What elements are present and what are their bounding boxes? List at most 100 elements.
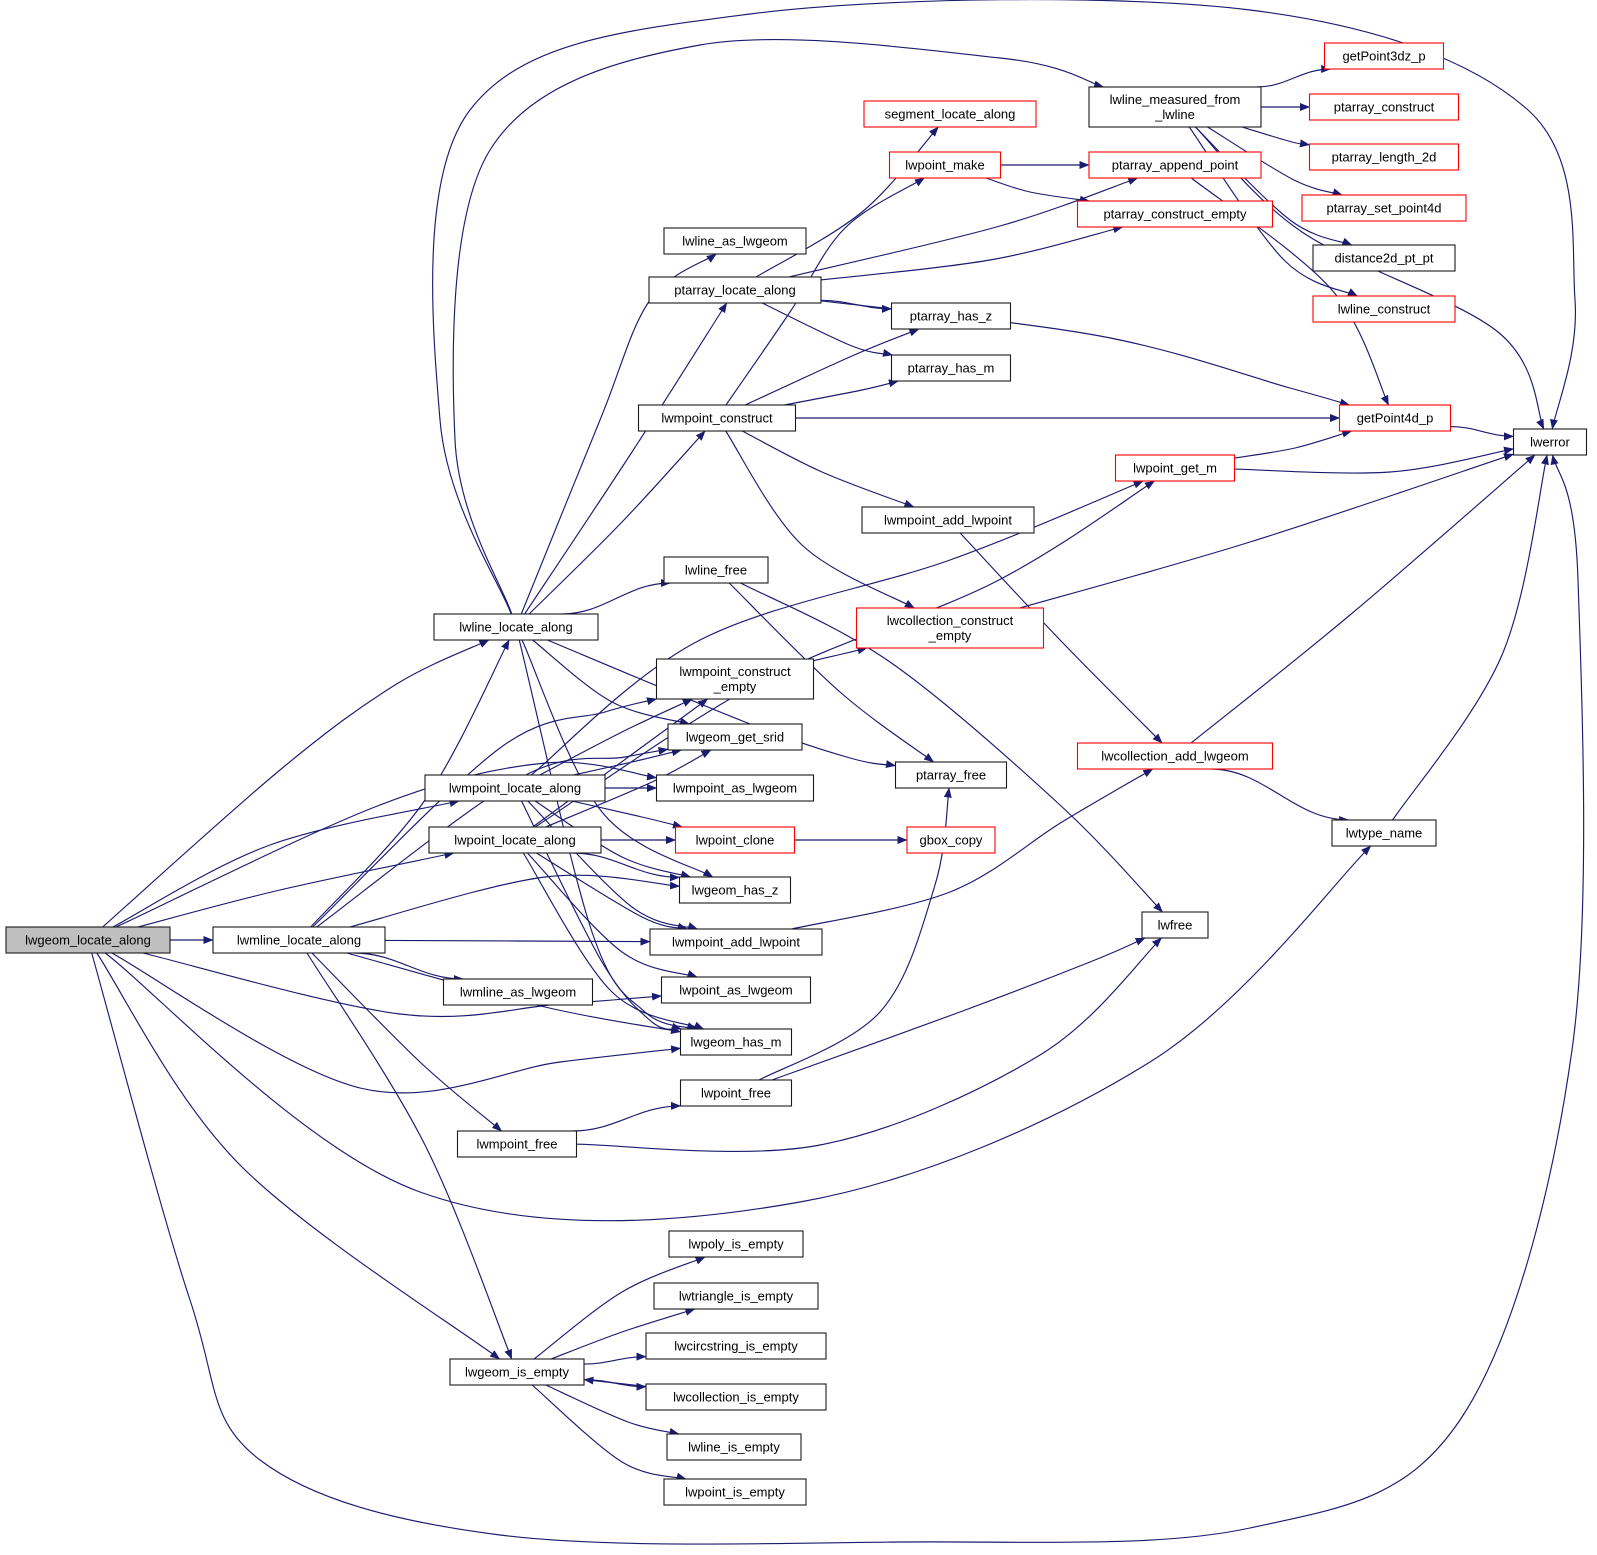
node-lwline_as_lwgeom[interactable]: lwline_as_lwgeom bbox=[663, 227, 807, 255]
node-box-lwline_free[interactable] bbox=[663, 556, 769, 584]
node-lwgeom_locate_along[interactable]: lwgeom_locate_along bbox=[5, 926, 171, 954]
node-box-lwmpoint_add_lwpoint[interactable] bbox=[861, 506, 1035, 534]
node-getPoint4d_p[interactable]: getPoint4d_p bbox=[1338, 404, 1452, 432]
node-box-gbox_copy[interactable] bbox=[906, 826, 996, 854]
node-box-lwmpoint_as_lwgeom[interactable] bbox=[655, 774, 815, 802]
node-getPoint3dz_p[interactable]: getPoint3dz_p bbox=[1323, 42, 1445, 70]
node-ptarray_locate_along[interactable]: ptarray_locate_along bbox=[648, 276, 822, 304]
node-lwmpoint_as_lwgeom[interactable]: lwmpoint_as_lwgeom bbox=[655, 774, 815, 802]
node-lwgeom_is_empty[interactable]: lwgeom_is_empty bbox=[449, 1358, 585, 1386]
node-box-lwcircstring_is_empty[interactable] bbox=[645, 1332, 827, 1360]
node-box-lwline_as_lwgeom[interactable] bbox=[663, 227, 807, 255]
node-segment_locate_along[interactable]: segment_locate_along bbox=[863, 100, 1037, 128]
node-box-lwpoly_is_empty[interactable] bbox=[668, 1230, 804, 1258]
node-box-lwerror[interactable] bbox=[1512, 428, 1588, 456]
node-lwpoint_locate_along[interactable]: lwpoint_locate_along bbox=[428, 826, 602, 854]
node-lwpoly_is_empty[interactable]: lwpoly_is_empty bbox=[668, 1230, 804, 1258]
node-box-lwpoint_free[interactable] bbox=[679, 1079, 793, 1107]
node-box-lwpoint_make[interactable] bbox=[888, 151, 1002, 179]
node-box-segment_locate_along[interactable] bbox=[863, 100, 1037, 128]
node-box-ptarray_locate_along[interactable] bbox=[648, 276, 822, 304]
node-lwcollection_add_lwgeom[interactable]: lwcollection_add_lwgeom bbox=[1076, 742, 1274, 770]
node-lwpoint_is_empty[interactable]: lwpoint_is_empty bbox=[663, 1478, 807, 1506]
node-box-lwmpoint_construct_empty[interactable] bbox=[655, 658, 815, 700]
node-ptarray_has_z[interactable]: ptarray_has_z bbox=[890, 302, 1012, 330]
node-box-lwpoint_is_empty[interactable] bbox=[663, 1478, 807, 1506]
node-ptarray_has_m[interactable]: ptarray_has_m bbox=[890, 354, 1012, 382]
node-ptarray_append_point[interactable]: ptarray_append_point bbox=[1088, 151, 1262, 179]
node-lwmpoint_locate_along[interactable]: lwmpoint_locate_along bbox=[424, 774, 606, 802]
node-box-ptarray_construct[interactable] bbox=[1308, 93, 1460, 121]
node-box-lwmpoint_free[interactable] bbox=[456, 1130, 578, 1158]
node-box-ptarray_set_point4d[interactable] bbox=[1301, 194, 1467, 222]
node-lwgeom_has_z[interactable]: lwgeom_has_z bbox=[678, 876, 792, 904]
node-gbox_copy[interactable]: gbox_copy bbox=[906, 826, 996, 854]
node-lwmpoint_construct[interactable]: lwmpoint_construct bbox=[637, 404, 797, 432]
node-lwline_construct[interactable]: lwline_construct bbox=[1312, 295, 1456, 323]
node-lwpoint_make[interactable]: lwpoint_make bbox=[888, 151, 1002, 179]
node-lwpoint_free[interactable]: lwpoint_free bbox=[679, 1079, 793, 1107]
node-ptarray_length_2d[interactable]: ptarray_length_2d bbox=[1308, 143, 1460, 171]
node-ptarray_free[interactable]: ptarray_free bbox=[894, 761, 1008, 789]
node-lwgeom_get_srid[interactable]: lwgeom_get_srid bbox=[667, 723, 803, 751]
node-lwerror[interactable]: lwerror bbox=[1512, 428, 1588, 456]
node-lwmpoint_add_lwpoint_2[interactable]: lwmpoint_add_lwpoint bbox=[649, 928, 823, 956]
node-box-lwmline_locate_along[interactable] bbox=[212, 926, 386, 954]
node-lwpoint_clone[interactable]: lwpoint_clone bbox=[674, 826, 796, 854]
node-box-lwgeom_has_z[interactable] bbox=[678, 876, 792, 904]
node-box-lwgeom_is_empty[interactable] bbox=[449, 1358, 585, 1386]
node-lwline_locate_along[interactable]: lwline_locate_along bbox=[433, 613, 599, 641]
node-box-lwline_locate_along[interactable] bbox=[433, 613, 599, 641]
node-lwgeom_has_m[interactable]: lwgeom_has_m bbox=[679, 1028, 793, 1056]
node-box-getPoint3dz_p[interactable] bbox=[1323, 42, 1445, 70]
node-lwtype_name[interactable]: lwtype_name bbox=[1331, 819, 1437, 847]
node-box-getPoint4d_p[interactable] bbox=[1338, 404, 1452, 432]
node-box-lwtype_name[interactable] bbox=[1331, 819, 1437, 847]
node-ptarray_set_point4d[interactable]: ptarray_set_point4d bbox=[1301, 194, 1467, 222]
node-lwcircstring_is_empty[interactable]: lwcircstring_is_empty bbox=[645, 1332, 827, 1360]
node-box-ptarray_append_point[interactable] bbox=[1088, 151, 1262, 179]
node-box-ptarray_has_m[interactable] bbox=[890, 354, 1012, 382]
node-lwcollection_is_empty[interactable]: lwcollection_is_empty bbox=[645, 1383, 827, 1411]
node-lwline_is_empty[interactable]: lwline_is_empty bbox=[666, 1433, 802, 1461]
node-lwpoint_get_m[interactable]: lwpoint_get_m bbox=[1114, 454, 1236, 482]
node-lwmpoint_construct_empty[interactable]: lwmpoint_construct _empty bbox=[655, 658, 815, 700]
node-box-lwpoint_clone[interactable] bbox=[674, 826, 796, 854]
node-box-lwmpoint_locate_along[interactable] bbox=[424, 774, 606, 802]
node-box-distance2d_pt_pt[interactable] bbox=[1312, 244, 1456, 272]
node-box-ptarray_construct_empty[interactable] bbox=[1076, 200, 1274, 228]
node-box-lwmpoint_add_lwpoint_2[interactable] bbox=[649, 928, 823, 956]
node-lwfree[interactable]: lwfree bbox=[1141, 911, 1209, 939]
node-box-ptarray_free[interactable] bbox=[894, 761, 1008, 789]
node-box-lwcollection_construct_empty[interactable] bbox=[855, 607, 1045, 649]
node-box-lwpoint_get_m[interactable] bbox=[1114, 454, 1236, 482]
node-box-lwmline_as_lwgeom[interactable] bbox=[442, 978, 594, 1006]
node-box-lwgeom_locate_along[interactable] bbox=[5, 926, 171, 954]
node-box-lwpoint_as_lwgeom[interactable] bbox=[660, 976, 812, 1004]
node-lwline_measured_from_lwline[interactable]: lwline_measured_from _lwline bbox=[1088, 86, 1262, 128]
node-ptarray_construct[interactable]: ptarray_construct bbox=[1308, 93, 1460, 121]
node-box-lwline_construct[interactable] bbox=[1312, 295, 1456, 323]
node-lwmpoint_free[interactable]: lwmpoint_free bbox=[456, 1130, 578, 1158]
node-lwmpoint_add_lwpoint[interactable]: lwmpoint_add_lwpoint bbox=[861, 506, 1035, 534]
node-box-lwtriangle_is_empty[interactable] bbox=[653, 1282, 819, 1310]
node-box-lwmpoint_construct[interactable] bbox=[637, 404, 797, 432]
node-box-lwcollection_is_empty[interactable] bbox=[645, 1383, 827, 1411]
node-box-lwpoint_locate_along[interactable] bbox=[428, 826, 602, 854]
node-lwline_free[interactable]: lwline_free bbox=[663, 556, 769, 584]
node-lwpoint_as_lwgeom[interactable]: lwpoint_as_lwgeom bbox=[660, 976, 812, 1004]
node-lwcollection_construct_empty[interactable]: lwcollection_construct _empty bbox=[855, 607, 1045, 649]
node-box-lwcollection_add_lwgeom[interactable] bbox=[1076, 742, 1274, 770]
node-box-lwgeom_has_m[interactable] bbox=[679, 1028, 793, 1056]
node-box-ptarray_has_z[interactable] bbox=[890, 302, 1012, 330]
node-box-lwfree[interactable] bbox=[1141, 911, 1209, 939]
node-box-lwline_is_empty[interactable] bbox=[666, 1433, 802, 1461]
node-lwmline_locate_along[interactable]: lwmline_locate_along bbox=[212, 926, 386, 954]
node-ptarray_construct_empty[interactable]: ptarray_construct_empty bbox=[1076, 200, 1274, 228]
node-lwtriangle_is_empty[interactable]: lwtriangle_is_empty bbox=[653, 1282, 819, 1310]
node-box-ptarray_length_2d[interactable] bbox=[1308, 143, 1460, 171]
node-box-lwline_measured_from_lwline[interactable] bbox=[1088, 86, 1262, 128]
node-lwmline_as_lwgeom[interactable]: lwmline_as_lwgeom bbox=[442, 978, 594, 1006]
node-box-lwgeom_get_srid[interactable] bbox=[667, 723, 803, 751]
node-distance2d_pt_pt[interactable]: distance2d_pt_pt bbox=[1312, 244, 1456, 272]
